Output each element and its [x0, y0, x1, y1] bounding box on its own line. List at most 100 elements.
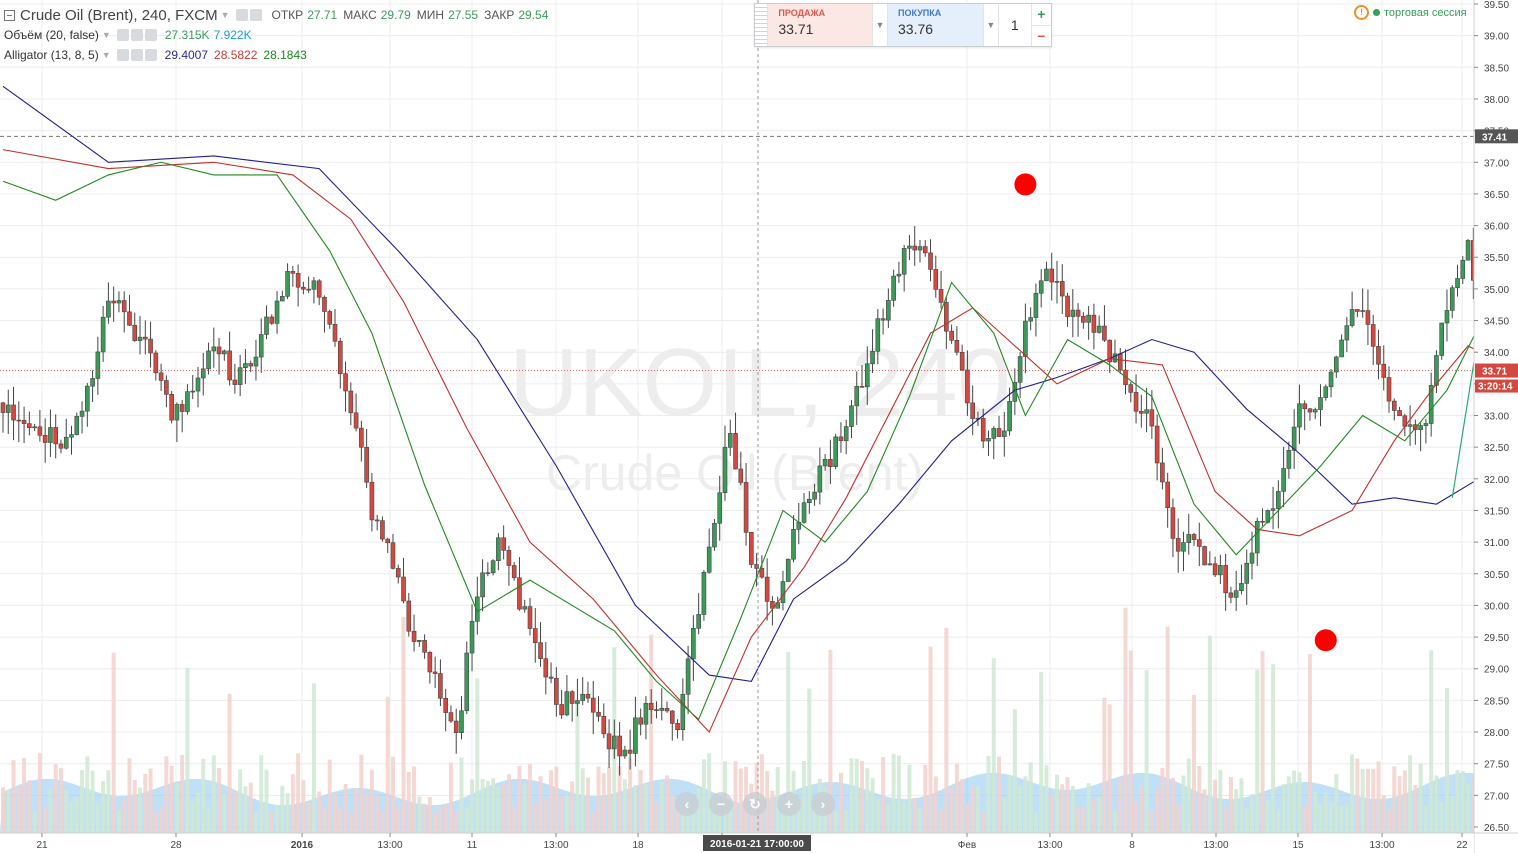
buy-button[interactable]: ПОКУПКА 33.76: [888, 4, 984, 46]
volume-legend[interactable]: Объём (20, false) ▼ 27.315K 7.922K: [4, 26, 252, 44]
volume-bar: [69, 801, 74, 833]
quantity-decrease-button[interactable]: −: [1037, 27, 1046, 44]
collapse-toggle-icon[interactable]: [4, 9, 15, 21]
volume-bar: [1292, 770, 1297, 833]
volume-bar: [1434, 775, 1439, 833]
volume-bar: [580, 768, 585, 833]
volume-bar: [217, 768, 222, 833]
chevron-down-icon[interactable]: ▼: [873, 4, 889, 46]
candle-down: [1228, 592, 1234, 598]
candle-down: [949, 330, 954, 341]
close-icon[interactable]: [144, 29, 157, 41]
volume-bar: [991, 658, 996, 833]
chevron-down-icon[interactable]: ▼: [984, 4, 999, 46]
gear-icon[interactable]: [130, 29, 143, 41]
candle-up: [691, 628, 696, 660]
volume-bar: [1144, 670, 1149, 833]
reset-view-button[interactable]: ↻: [743, 792, 767, 816]
candle-up: [901, 248, 907, 275]
volume-bar: [480, 779, 485, 833]
candle-up: [822, 459, 828, 467]
volume-bar: [390, 756, 395, 833]
volume-bar: [148, 768, 153, 833]
volume-bar: [559, 796, 564, 833]
candle-up: [986, 438, 991, 442]
gear-icon[interactable]: [249, 9, 262, 21]
volume-bar: [427, 796, 432, 833]
candle-down: [343, 373, 348, 392]
status-dot-icon: [1373, 9, 1380, 16]
eye-icon[interactable]: [116, 29, 129, 41]
volume-bar: [1134, 801, 1139, 833]
candle-up: [1017, 356, 1023, 383]
candle-down: [675, 723, 680, 731]
volume-bar: [138, 787, 143, 833]
scroll-right-button[interactable]: ›: [811, 792, 835, 816]
volume-bar: [1323, 792, 1328, 833]
volume-bar: [585, 777, 590, 833]
volume-bar: [153, 812, 158, 833]
candle-up: [1339, 339, 1344, 358]
candle-up: [833, 436, 838, 467]
volume-bar: [422, 803, 427, 833]
candle-down: [1202, 546, 1207, 566]
candle-down: [554, 677, 559, 705]
chevron-down-icon[interactable]: ▼: [220, 10, 230, 20]
sell-button[interactable]: ПРОДАЖА 33.71: [768, 4, 873, 46]
price-tick-label: 31.00: [1484, 538, 1509, 549]
candle-up: [622, 749, 628, 757]
quantity-input[interactable]: 1: [999, 4, 1032, 46]
volume-bar: [1102, 697, 1107, 833]
candle-down: [569, 691, 575, 704]
candle-down: [1370, 324, 1376, 347]
volume-bar: [227, 693, 232, 833]
candle-up: [1297, 403, 1302, 428]
volume-bar: [1318, 804, 1323, 833]
candle-up: [74, 416, 80, 435]
volume-bar: [1039, 671, 1044, 833]
volume-bar: [828, 650, 833, 833]
candle-up: [717, 492, 723, 524]
symbol-legend[interactable]: Crude Oil (Brent), 240, FXCM ▼ ОТКР 27.71…: [4, 6, 554, 24]
candle-down: [669, 710, 675, 724]
candle-down: [1154, 425, 1160, 464]
time-tick-label: 13:00: [543, 840, 568, 851]
candle-down: [1075, 309, 1081, 317]
high-label: МАКС: [343, 8, 377, 22]
volume-bar: [27, 780, 32, 833]
volume-bar: [1060, 784, 1065, 833]
candle-down: [58, 443, 64, 449]
price-tick-label: 29.00: [1484, 665, 1509, 676]
candle-up: [843, 426, 849, 442]
volume-bar: [1471, 776, 1476, 833]
session-status[interactable]: ! торговая сессия: [1354, 5, 1467, 20]
gear-icon[interactable]: [130, 49, 143, 61]
drag-handle-icon[interactable]: [755, 4, 769, 46]
alligator-legend[interactable]: Alligator (13, 8, 5) ▼ 29.4007 28.5822 2…: [4, 46, 307, 64]
scroll-left-button[interactable]: ‹: [675, 792, 699, 816]
candle-down: [232, 379, 238, 385]
zoom-in-button[interactable]: +: [777, 792, 801, 816]
open-label: ОТКР: [271, 8, 304, 22]
volume-bar: [169, 765, 174, 833]
candle-down: [1376, 346, 1381, 365]
candle-down: [1397, 410, 1402, 417]
volume-bar: [1329, 802, 1334, 833]
chevron-down-icon[interactable]: ▼: [101, 50, 111, 60]
zoom-out-button[interactable]: −: [709, 792, 733, 816]
quantity-increase-button[interactable]: +: [1031, 4, 1052, 26]
candle-down: [980, 417, 986, 442]
chevron-down-icon[interactable]: ▼: [101, 30, 111, 40]
candle-up: [116, 300, 122, 304]
close-icon[interactable]: [144, 49, 157, 61]
volume-bar: [290, 774, 295, 833]
volume-bar: [475, 678, 480, 833]
eye-icon[interactable]: [235, 9, 248, 21]
candle-up: [95, 351, 101, 379]
eye-icon[interactable]: [116, 49, 129, 61]
volume-bar: [111, 652, 116, 833]
candle-up: [1233, 590, 1239, 598]
candle-up: [1407, 424, 1413, 427]
candle-up: [1444, 310, 1450, 324]
